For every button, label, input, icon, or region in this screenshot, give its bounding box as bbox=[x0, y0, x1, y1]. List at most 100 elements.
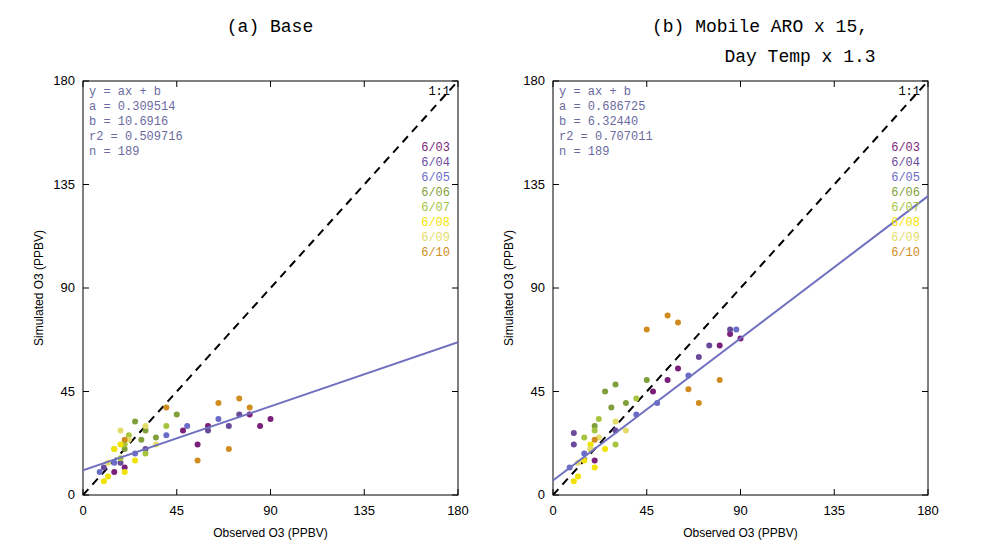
point bbox=[105, 474, 111, 480]
point bbox=[195, 458, 201, 464]
point bbox=[633, 395, 639, 401]
point bbox=[195, 441, 201, 447]
x-tick bbox=[458, 81, 459, 87]
point bbox=[226, 446, 232, 452]
point bbox=[122, 437, 128, 443]
legend-entry: 6/07 bbox=[891, 201, 920, 215]
point bbox=[696, 400, 702, 406]
point bbox=[215, 416, 221, 422]
x-tick bbox=[646, 81, 647, 87]
point bbox=[257, 423, 263, 429]
point bbox=[184, 423, 190, 429]
legend-entry: 6/06 bbox=[891, 186, 920, 200]
point bbox=[685, 386, 691, 392]
legend-entry: 6/03 bbox=[421, 141, 450, 155]
point bbox=[118, 428, 124, 434]
panel: (b) Mobile ARO x 15,Day Temp x 1.3045901… bbox=[502, 17, 939, 540]
legend-entry: 6/09 bbox=[421, 231, 450, 245]
y-tick-label: 45 bbox=[61, 384, 75, 399]
point bbox=[163, 423, 169, 429]
x-tick bbox=[458, 489, 459, 495]
annotation: r2 = 0.707011 bbox=[559, 130, 653, 144]
point bbox=[97, 469, 103, 475]
x-tick-label: 180 bbox=[447, 503, 469, 518]
x-tick-label: 180 bbox=[917, 503, 939, 518]
y-tick bbox=[922, 184, 928, 185]
y-tick bbox=[553, 391, 559, 392]
y-tick-label: 90 bbox=[61, 280, 75, 295]
y-tick bbox=[83, 81, 89, 82]
y-tick-label: 45 bbox=[531, 384, 545, 399]
legend-entry: 6/05 bbox=[891, 171, 920, 185]
point bbox=[608, 405, 614, 411]
point bbox=[268, 416, 274, 422]
y-tick bbox=[452, 81, 458, 82]
y-axis-label: Simulated O3 (PPBV) bbox=[502, 230, 516, 346]
x-tick-label: 0 bbox=[79, 503, 86, 518]
y-tick bbox=[452, 391, 458, 392]
x-axis-label: Observed O3 (PPBV) bbox=[683, 526, 798, 540]
x-tick-label: 135 bbox=[823, 503, 845, 518]
point bbox=[163, 432, 169, 438]
annotation: a = 0.309514 bbox=[89, 100, 175, 114]
x-tick bbox=[364, 489, 365, 495]
annotation: r2 = 0.509716 bbox=[89, 130, 183, 144]
legend-entry: 6/08 bbox=[421, 216, 450, 230]
x-tick-label: 135 bbox=[353, 503, 375, 518]
figure: (a) Base0459013518004590135180Observed O… bbox=[0, 0, 1005, 553]
legend-entry: 6/04 bbox=[891, 156, 920, 170]
point bbox=[138, 437, 144, 443]
annotation: b = 10.6916 bbox=[89, 115, 168, 129]
x-tick-label: 45 bbox=[170, 503, 184, 518]
point bbox=[571, 430, 577, 436]
point bbox=[226, 423, 232, 429]
y-tick-label: 0 bbox=[538, 487, 545, 502]
point bbox=[665, 377, 671, 383]
y-tick-label: 180 bbox=[53, 73, 75, 88]
y-tick-label: 135 bbox=[523, 177, 545, 192]
y-tick bbox=[553, 288, 559, 289]
y-tick bbox=[922, 288, 928, 289]
point bbox=[613, 418, 619, 424]
point bbox=[236, 395, 242, 401]
x-tick-label: 45 bbox=[640, 503, 654, 518]
fit-line bbox=[553, 196, 928, 480]
point bbox=[644, 377, 650, 383]
one-to-one-line bbox=[83, 81, 458, 495]
x-tick bbox=[270, 489, 271, 495]
legend-entry: 6/08 bbox=[891, 216, 920, 230]
point bbox=[623, 400, 629, 406]
x-tick-label: 0 bbox=[549, 503, 556, 518]
point bbox=[111, 446, 117, 452]
point bbox=[592, 464, 598, 470]
point bbox=[602, 446, 608, 452]
point bbox=[215, 400, 221, 406]
y-tick bbox=[922, 391, 928, 392]
legend-entry: 6/07 bbox=[421, 201, 450, 215]
y-tick bbox=[83, 184, 89, 185]
point bbox=[644, 326, 650, 332]
annotation: y = ax + b bbox=[89, 85, 161, 99]
annotation: n = 189 bbox=[559, 145, 609, 159]
y-tick bbox=[922, 495, 928, 496]
point bbox=[111, 446, 117, 452]
x-axis-label: Observed O3 (PPBV) bbox=[213, 526, 328, 540]
point bbox=[592, 437, 598, 443]
legend-entry: 6/10 bbox=[891, 246, 920, 260]
y-tick bbox=[83, 288, 89, 289]
panel: (a) Base0459013518004590135180Observed O… bbox=[32, 17, 469, 540]
point bbox=[143, 451, 149, 457]
y-tick bbox=[452, 495, 458, 496]
x-tick-label: 90 bbox=[733, 503, 747, 518]
one-to-one-line bbox=[553, 81, 928, 495]
x-tick bbox=[646, 489, 647, 495]
point bbox=[623, 428, 629, 434]
point bbox=[101, 464, 107, 470]
title-line: (b) Mobile ARO x 15, bbox=[652, 17, 868, 37]
annotation: y = ax + b bbox=[559, 85, 631, 99]
point bbox=[592, 428, 598, 434]
point bbox=[613, 441, 619, 447]
point bbox=[180, 428, 186, 434]
point bbox=[118, 441, 124, 447]
point bbox=[571, 478, 577, 484]
